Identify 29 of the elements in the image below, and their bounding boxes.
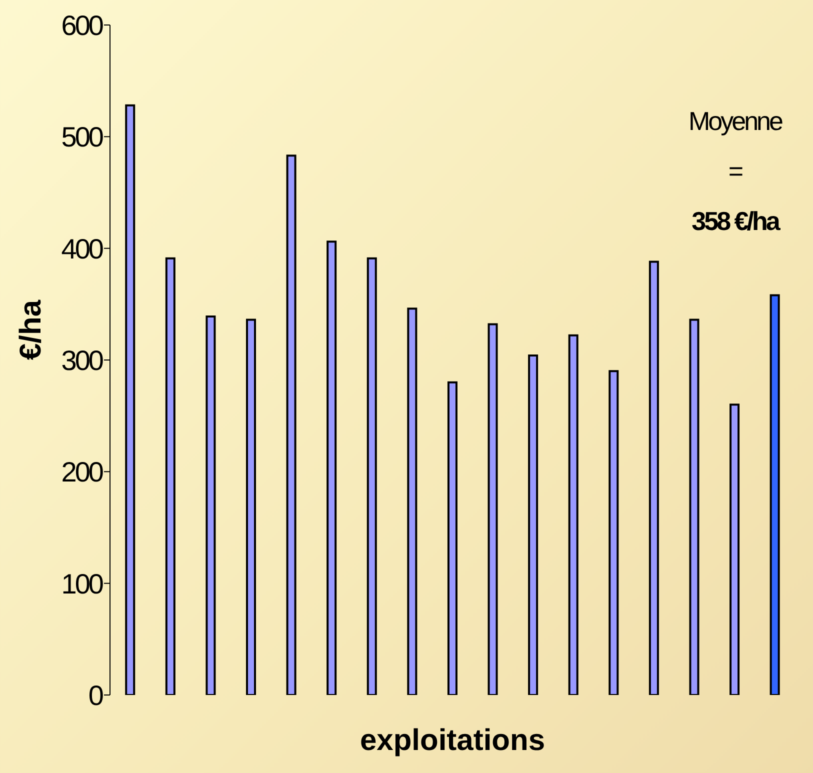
y-tick-label: 200 — [61, 456, 104, 488]
bar — [528, 354, 538, 695]
y-axis-title: €/ha — [14, 300, 48, 360]
bar — [648, 260, 659, 695]
bar — [206, 315, 216, 695]
y-tick-label: 600 — [61, 10, 104, 41]
annotation: = — [728, 156, 742, 186]
bar — [608, 370, 619, 695]
annotation: 358 €/ha — [692, 206, 781, 236]
bar — [165, 257, 176, 695]
bar — [407, 308, 418, 695]
bar — [568, 334, 578, 695]
y-tick-label: 500 — [61, 122, 104, 153]
x-axis-title: exploitations — [360, 724, 546, 757]
bar — [366, 257, 377, 695]
bar — [246, 318, 256, 695]
bar — [447, 381, 458, 695]
bar — [326, 240, 337, 695]
bar — [689, 318, 700, 695]
bar — [488, 323, 498, 695]
y-tick-label: 400 — [61, 233, 104, 264]
bar — [125, 104, 136, 695]
y-tick-label: 300 — [61, 344, 104, 376]
bar — [770, 294, 780, 695]
y-tick-label: 100 — [61, 568, 104, 600]
annotation: Moyenne — [688, 106, 784, 136]
bar — [286, 154, 296, 695]
bar — [730, 404, 740, 695]
y-tick-label: 0 — [88, 680, 104, 711]
